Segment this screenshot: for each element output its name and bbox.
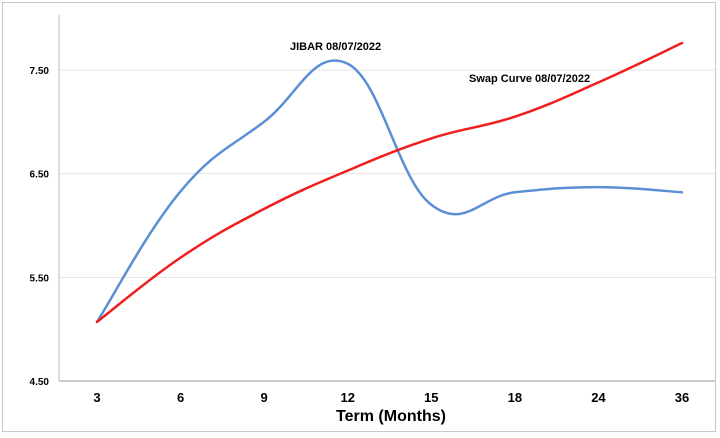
- gridlines: [59, 69, 715, 278]
- chart-container: 4.50 5.50 6.50 7.50 3 6 9 12 15 18 24 36 JIBAR 08/…: [2, 2, 716, 432]
- y-tick-label: 4.50: [30, 377, 50, 388]
- x-tick-label: 15: [424, 390, 438, 405]
- series-line-swap-curve: [95, 41, 684, 324]
- x-axis-ticks: 3 6 9 12 15 18 24 36: [93, 390, 689, 405]
- series-labels: JIBAR 08/07/2022 Swap Curve 08/07/2022: [290, 41, 590, 85]
- x-tick-label: 6: [177, 390, 184, 405]
- x-tick-label: 12: [340, 390, 354, 405]
- axes: [58, 15, 715, 382]
- series-lines: [95, 41, 684, 324]
- x-tick-label: 18: [508, 390, 522, 405]
- series-line-jibar: [95, 59, 684, 324]
- y-tick-label: 6.50: [30, 170, 50, 181]
- line-chart: 4.505.506.507.50 3 6 9 12 15 18 24 36 JIBAR 08/…: [30, 15, 715, 425]
- y-tick-label: 5.50: [30, 273, 50, 284]
- series-label-jibar: JIBAR 08/07/2022: [290, 41, 381, 53]
- y-axis-ticks: 4.50 5.50 6.50 7.50: [30, 66, 50, 388]
- x-tick-label: 3: [93, 390, 100, 405]
- x-tick-label: 9: [261, 390, 268, 405]
- series-label-swap-curve: Swap Curve 08/07/2022: [469, 73, 590, 85]
- y-tick-label: 7.50: [30, 66, 50, 77]
- x-axis-title: Term (Months): [336, 408, 446, 425]
- x-tick-label: 24: [591, 390, 606, 405]
- x-tick-label: 36: [675, 390, 689, 405]
